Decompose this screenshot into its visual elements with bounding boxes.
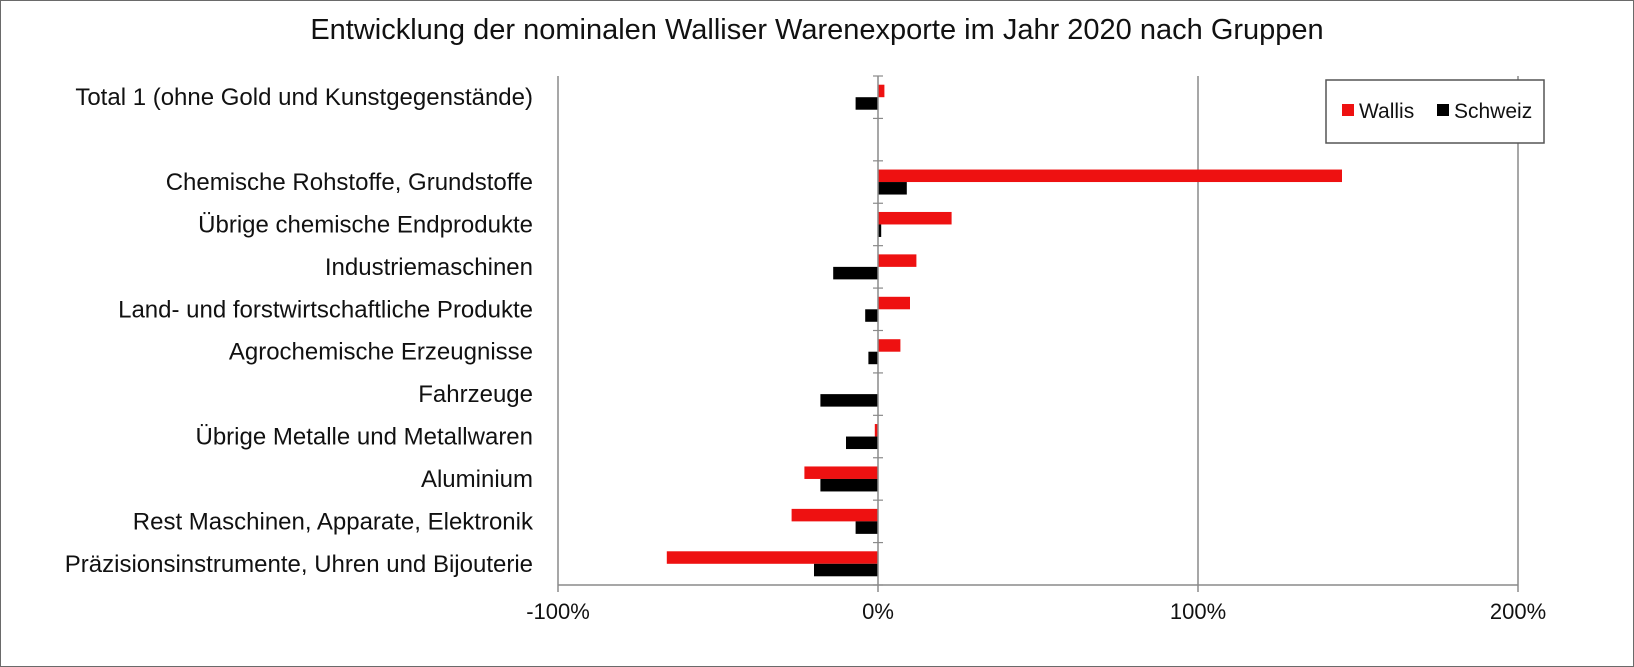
bar-schweiz: [855, 97, 878, 110]
category-labels: Total 1 (ohne Gold und Kunstgegenstände)…: [65, 84, 534, 578]
bar-wallis: [878, 339, 901, 352]
category-label: Industriemaschinen: [325, 254, 533, 281]
bar-wallis: [878, 169, 1342, 183]
tick-labels: -100% 0% 100% 200%: [526, 599, 1546, 624]
bar-schweiz: [814, 563, 878, 577]
chart-title: Entwicklung der nominalen Walliser Waren…: [310, 14, 1324, 46]
legend: Wallis Schweiz: [1325, 79, 1545, 144]
category-label: Präzisionsinstrumente, Uhren und Bijoute…: [65, 551, 533, 578]
category-label: Aluminium: [421, 466, 533, 493]
legend-box: [1325, 79, 1545, 144]
gridlines: [557, 76, 1519, 585]
category-label: Agrochemische Erzeugnisse: [229, 339, 533, 366]
bar-schweiz: [855, 521, 878, 534]
legend-label-schweiz: Schweiz: [1454, 100, 1532, 123]
x-tick-label: -100%: [526, 599, 590, 624]
category-label: Fahrzeuge: [418, 381, 533, 408]
bars: [666, 84, 1342, 577]
bar-schweiz: [878, 182, 907, 195]
bar-wallis: [804, 466, 878, 479]
bar-schweiz: [820, 478, 878, 492]
category-label: Land- und forstwirtschaftliche Produkte: [118, 296, 533, 323]
bar-wallis: [874, 424, 878, 437]
bar-schweiz: [878, 224, 882, 237]
bar-schweiz: [846, 436, 878, 450]
x-tick-label: 200%: [1490, 599, 1546, 624]
bar-wallis: [878, 211, 952, 225]
bar-schweiz: [820, 394, 878, 407]
bar-schweiz: [833, 266, 878, 280]
bar-wallis: [878, 254, 917, 267]
legend-swatch-wallis: [1342, 104, 1354, 116]
category-label: Chemische Rohstoffe, Grundstoffe: [166, 169, 533, 196]
legend-swatch-schweiz: [1437, 104, 1449, 116]
axes: [557, 75, 1519, 592]
category-label: Total 1 (ohne Gold und Kunstgegenstände): [75, 84, 533, 111]
bar-wallis: [791, 508, 878, 522]
category-label: Übrige Metalle und Metallwaren: [196, 424, 534, 451]
legend-label-wallis: Wallis: [1359, 100, 1414, 123]
x-tick-label: 0%: [862, 599, 894, 624]
bar-wallis: [878, 84, 885, 98]
bar-schweiz: [865, 309, 878, 322]
x-tick-label: 100%: [1170, 599, 1226, 624]
bar-schweiz: [868, 351, 878, 365]
category-label: Übrige chemische Endprodukte: [198, 211, 533, 238]
bar-wallis: [878, 296, 910, 310]
category-label: Rest Maschinen, Apparate, Elektronik: [133, 508, 534, 535]
bar-wallis: [666, 551, 878, 564]
